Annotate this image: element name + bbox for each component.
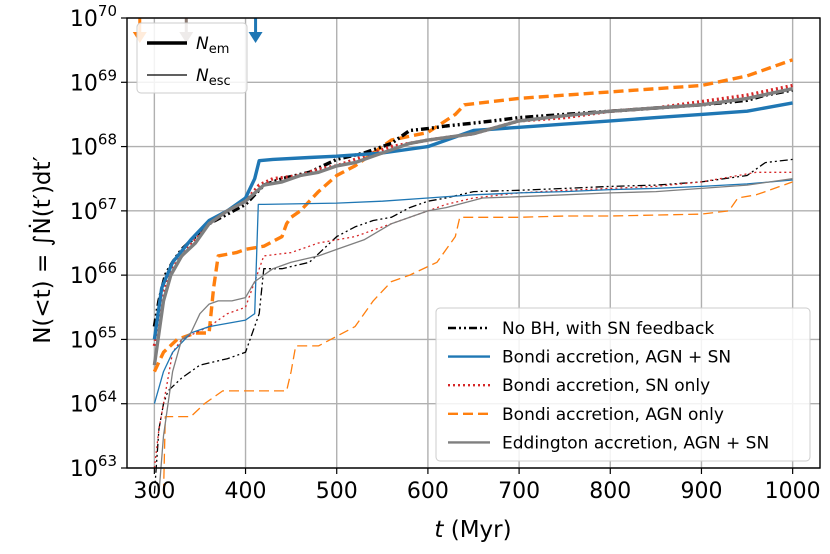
series-layer (152, 58, 794, 494)
x-tick-label: 300 (133, 479, 175, 504)
grid (127, 17, 820, 469)
x-tick-label: 400 (225, 479, 267, 504)
y-tick-label: 1063 (70, 452, 117, 482)
series-line-esc-1 (153, 158, 793, 494)
line-style-legend: Nem Nesc (136, 22, 248, 94)
series-line-esc-4 (162, 181, 793, 494)
x-tick-label: 500 (316, 479, 358, 504)
x-tick-label: 700 (498, 479, 540, 504)
series-line-em-1 (152, 88, 793, 327)
y-tick-label: 1064 (70, 388, 117, 418)
x-tick-label: 600 (407, 479, 449, 504)
x-tick-label: 1000 (765, 479, 821, 504)
y-tick-label: 1065 (70, 323, 117, 353)
legend-style-label: Nem (196, 34, 229, 57)
marker-arrow-head (248, 32, 263, 43)
y-tick-label: 1069 (70, 66, 117, 96)
y-tick-label: 1068 (70, 131, 117, 161)
x-tick-label: 900 (680, 479, 722, 504)
x-tick-label: 800 (589, 479, 631, 504)
series-line-esc-5 (158, 178, 793, 494)
series-line-em-3 (152, 83, 793, 347)
series-legend: No BH, with SN feedback Bondi accretion, … (435, 307, 811, 462)
y-tick-label: 1066 (70, 259, 117, 289)
series-line-em-2 (152, 101, 793, 340)
legend-style-label: Nesc (196, 66, 231, 89)
y-tick-label: 1070 (70, 2, 117, 32)
ticks: 300 400 500 600 700 800 900 1000 1063 1064 1065 106… (70, 2, 821, 504)
legend-label-5: Eddington accretion, AGN + SN (502, 433, 769, 453)
series-line-em-5 (152, 87, 793, 366)
legend-label-3: Bondi accretion, SN only (502, 376, 710, 396)
y-tick-label: 1067 (70, 195, 117, 225)
x-axis-label: t (Myr) (434, 517, 511, 543)
y-axis-label: N(<t) = ∫Ṅ(t′)dt′ (28, 156, 56, 344)
series-line-em-4 (152, 58, 794, 373)
legend-label-1: No BH, with SN feedback (502, 319, 714, 339)
series-line-esc-2 (153, 179, 793, 404)
legend-label-4: Bondi accretion, AGN only (502, 405, 724, 425)
plot-frame (126, 17, 821, 469)
legend-label-2: Bondi accretion, AGN + SN (502, 348, 731, 368)
